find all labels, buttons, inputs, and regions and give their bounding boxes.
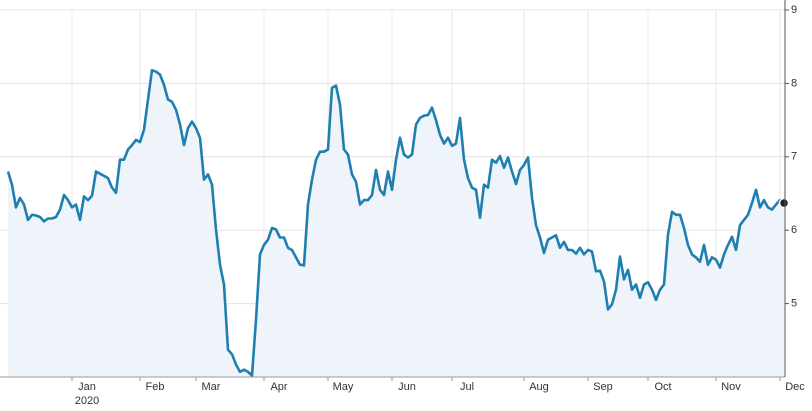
x-tick-label: Jul	[460, 381, 474, 393]
y-tick-label: 8	[791, 77, 797, 89]
x-tick-label: Jan	[78, 381, 96, 393]
last-point-marker	[778, 197, 790, 209]
y-tick-label: 5	[791, 298, 797, 310]
x-tick-label: Nov	[721, 381, 741, 393]
x-tick-label: Jun	[398, 381, 416, 393]
x-tick-label: Mar	[202, 381, 221, 393]
x-tick-label: Aug	[529, 381, 549, 393]
y-tick-label: 9	[791, 4, 797, 16]
x-tick-label: Oct	[654, 381, 671, 393]
y-tick-label: 6	[791, 224, 797, 236]
x-tick-label: Sep	[593, 381, 613, 393]
y-tick-label: 7	[791, 151, 797, 163]
x-tick-label: Feb	[146, 381, 165, 393]
year-label: 2020	[75, 395, 99, 407]
area-fill	[8, 70, 784, 377]
x-tick-label: May	[333, 381, 354, 393]
price-line	[6, 68, 785, 377]
plot-area	[6, 68, 790, 377]
x-tick-label: Dec	[785, 381, 805, 393]
x-tick-label: Apr	[270, 381, 287, 393]
